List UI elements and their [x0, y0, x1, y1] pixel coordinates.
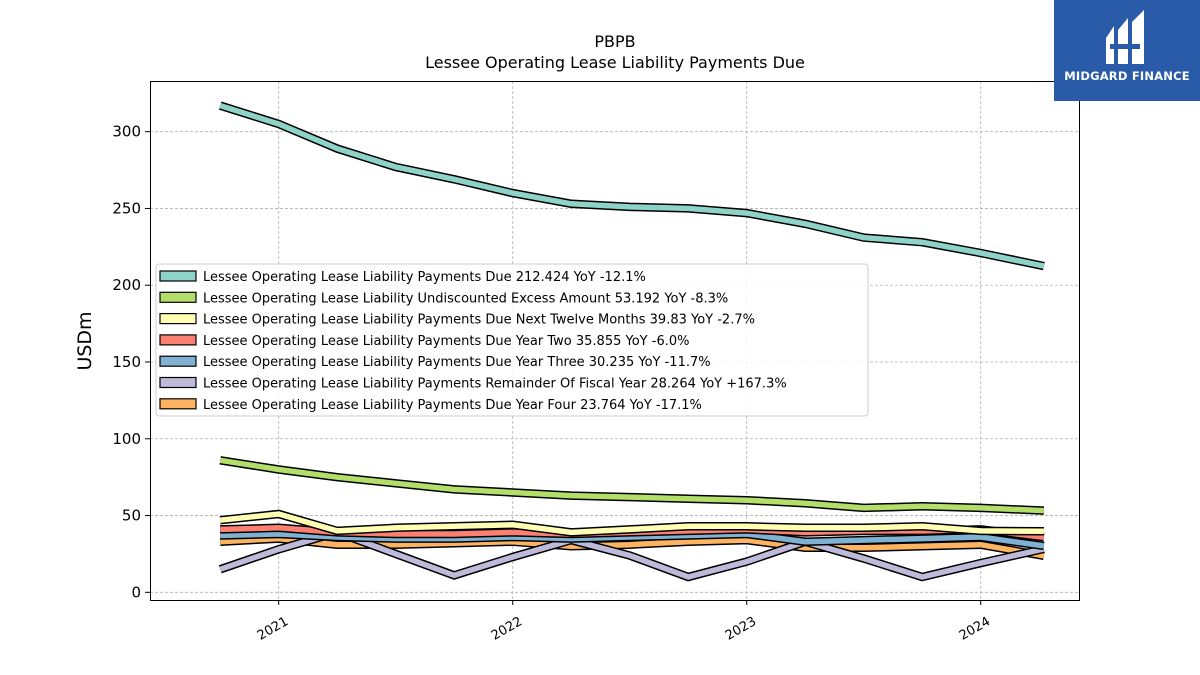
- x-tick-label: 2024: [957, 614, 993, 644]
- legend-swatch: [159, 355, 197, 367]
- y-tick-label: 100: [112, 430, 141, 448]
- series-lines: [218, 101, 1045, 582]
- y-tick-label: 250: [112, 199, 141, 217]
- legend-entry: Lessee Operating Lease Liability Undisco…: [203, 291, 728, 306]
- series-line: [219, 509, 1044, 537]
- series-stroke: [220, 535, 1045, 559]
- series-line: [219, 534, 1045, 560]
- legend-entry: Lessee Operating Lease Liability Payment…: [203, 313, 755, 328]
- y-tick-label: 50: [122, 507, 141, 525]
- legend-swatch: [159, 398, 197, 410]
- axis-ticks: 0 50 100 150 200 250 300 2021 2022 2023 2024: [112, 123, 993, 644]
- series-line: [220, 529, 1045, 551]
- series-line: [219, 456, 1045, 515]
- y-tick-label: 200: [112, 276, 141, 294]
- y-tick-label: 300: [112, 123, 141, 141]
- legend-box: [155, 263, 869, 417]
- logo-mark-icon: [1106, 10, 1144, 64]
- legend-entry: Lessee Operating Lease Liability Payment…: [203, 398, 702, 413]
- legend-swatch: [159, 270, 197, 282]
- midgard-finance-logo: MIDGARD FINANCE: [1054, 0, 1200, 101]
- plot-frame: [150, 81, 1080, 601]
- x-tick-label: 2023: [723, 614, 759, 644]
- y-tick-label: 150: [112, 353, 141, 371]
- legend-entry: Lessee Operating Lease Liability Payment…: [203, 270, 646, 285]
- y-tick-label: 0: [131, 583, 141, 601]
- legend-entry: Lessee Operating Lease Liability Payment…: [203, 334, 689, 349]
- legend-swatch: [159, 313, 197, 325]
- series-outline: [219, 456, 1045, 515]
- series-stroke: [219, 102, 1045, 269]
- chart-title: PBPB: [594, 32, 635, 51]
- logo-text: MIDGARD FINANCE: [1064, 69, 1190, 83]
- series-stroke: [219, 457, 1045, 514]
- x-tick-label: 2022: [489, 614, 525, 644]
- series-line: [218, 101, 1045, 271]
- series-stroke: [220, 531, 1045, 549]
- legend-entry: Lessee Operating Lease Liability Payment…: [203, 377, 787, 392]
- y-axis-label: USDm: [74, 311, 96, 370]
- legend-entry: Lessee Operating Lease Liability Payment…: [203, 355, 711, 370]
- legend: Lessee Operating Lease Liability Payment…: [155, 263, 869, 417]
- x-tick-label: 2021: [255, 614, 291, 644]
- legend-swatch: [159, 291, 197, 303]
- legend-swatch: [159, 376, 197, 389]
- series-stroke: [219, 511, 1044, 536]
- legend-swatch: [159, 334, 197, 346]
- chart-subtitle: Lessee Operating Lease Liability Payment…: [425, 53, 805, 72]
